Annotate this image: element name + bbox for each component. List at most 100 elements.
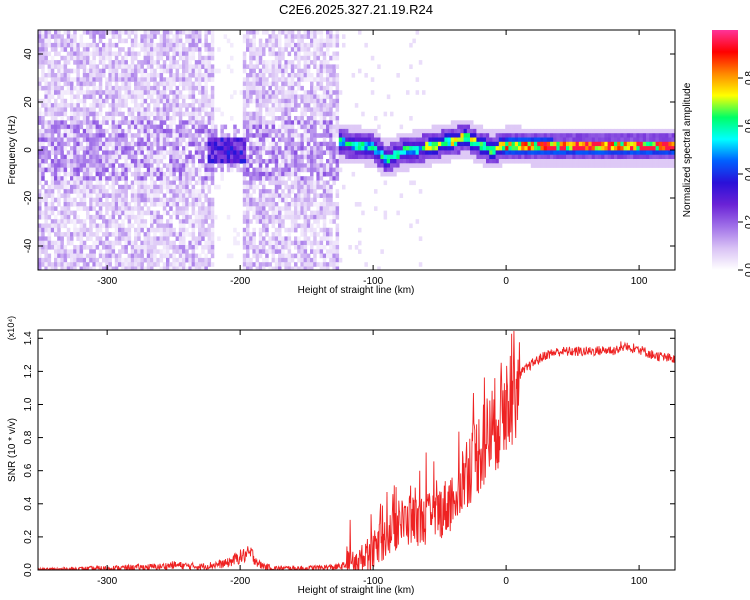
heatmap-cell <box>246 193 250 198</box>
heatmap-cell <box>377 141 381 147</box>
heatmap-cell <box>223 124 228 130</box>
heatmap-cell <box>335 236 340 241</box>
heatmap-cell <box>322 210 327 216</box>
heatmap-cell <box>102 103 106 108</box>
heatmap-cell <box>191 30 196 35</box>
heatmap-cell <box>316 120 320 125</box>
heatmap-cell <box>44 262 48 267</box>
heatmap-cell <box>246 47 250 52</box>
heatmap-cell <box>425 150 429 155</box>
heatmap-cell <box>198 38 202 44</box>
heatmap-cell <box>50 60 55 65</box>
heatmap-cell <box>172 210 176 216</box>
heatmap-cell <box>278 180 282 186</box>
heatmap-cell <box>610 133 615 138</box>
heatmap-cell <box>47 193 52 198</box>
heatmap-cell <box>124 90 128 95</box>
heatmap-cell <box>178 253 183 259</box>
heatmap-cell <box>476 146 480 151</box>
heatmap-cell <box>124 210 128 216</box>
heatmap-cell <box>271 146 276 151</box>
heatmap-cell <box>287 146 292 151</box>
heatmap-cell <box>178 180 183 186</box>
heatmap-cell <box>604 150 608 155</box>
heatmap-cell <box>329 30 333 35</box>
heatmap-cell <box>303 232 308 237</box>
heatmap-cell <box>310 150 314 155</box>
heatmap-cell <box>172 60 176 65</box>
heatmap-cell <box>47 60 52 65</box>
heatmap-cell <box>249 266 253 270</box>
heatmap-cell <box>50 150 55 155</box>
heatmap-cell <box>492 163 496 168</box>
heatmap-cell <box>431 128 436 134</box>
heatmap-cell <box>226 64 231 69</box>
heatmap-cell <box>201 42 205 48</box>
heatmap-cell <box>313 116 317 121</box>
heatmap-cell <box>319 236 324 241</box>
heatmap-cell <box>588 146 592 151</box>
heatmap-cell <box>319 163 324 168</box>
heatmap-cell <box>335 206 340 211</box>
heatmap-cell <box>175 30 180 35</box>
heatmap-cell <box>601 128 605 134</box>
heatmap-cell <box>258 124 263 130</box>
heatmap-cell <box>102 193 106 198</box>
heatmap-cell <box>642 128 647 134</box>
heatmap-cell <box>313 137 317 143</box>
heatmap-cell <box>335 77 340 82</box>
heatmap-cell <box>82 60 87 65</box>
heatmap-cell <box>258 120 263 125</box>
heatmap-cell <box>172 171 176 177</box>
heatmap-cell <box>358 154 362 160</box>
heatmap-cell <box>335 116 340 121</box>
heatmap-cell <box>41 42 45 48</box>
heatmap-cell <box>594 163 599 168</box>
heatmap-cell <box>425 146 429 151</box>
heatmap-cell <box>79 146 84 151</box>
heatmap-cell <box>249 81 253 87</box>
heatmap-cell <box>338 257 343 263</box>
heatmap-cell <box>98 94 103 100</box>
heatmap-cell <box>242 202 247 207</box>
heatmap-cell <box>102 60 106 65</box>
heatmap-cell <box>374 116 378 121</box>
heatmap-cell <box>57 236 61 241</box>
heatmap-cell <box>297 253 301 259</box>
heatmap-cell <box>329 202 333 207</box>
heatmap-cell <box>262 90 266 95</box>
heatmap-cell <box>249 90 253 95</box>
heatmap-cell <box>265 159 269 164</box>
heatmap-cell <box>178 227 183 233</box>
heatmap-cell <box>114 240 119 246</box>
heatmap-cell <box>127 240 132 246</box>
heatmap-cell <box>82 197 87 203</box>
heatmap-cell <box>271 30 276 35</box>
heatmap-cell <box>329 240 333 246</box>
heatmap-cell <box>54 107 58 112</box>
heatmap-cell <box>73 55 77 61</box>
heatmap-cell <box>47 141 52 147</box>
heatmap-cell <box>329 94 333 100</box>
heatmap-cell <box>562 137 567 143</box>
heatmap-cell <box>79 223 84 229</box>
heatmap-cell <box>380 159 384 164</box>
heatmap-cell <box>150 42 154 48</box>
heatmap-cell <box>303 262 308 267</box>
heatmap-cell <box>201 262 205 267</box>
heatmap-cell <box>137 189 141 194</box>
heatmap-cell <box>194 240 199 246</box>
heatmap-cell <box>594 150 599 155</box>
heatmap-cell <box>172 64 176 69</box>
heatmap-cell <box>297 47 301 52</box>
heatmap-cell <box>38 137 42 143</box>
heatmap-cell <box>153 137 157 143</box>
heatmap-cell <box>111 133 116 138</box>
heatmap-cell <box>313 189 317 194</box>
heatmap-cell <box>162 77 167 82</box>
heatmap-cell <box>658 159 663 164</box>
heatmap-cell <box>198 223 202 229</box>
heatmap-cell <box>188 245 192 250</box>
heatmap-cell <box>246 85 250 91</box>
heatmap-cell <box>98 240 103 246</box>
